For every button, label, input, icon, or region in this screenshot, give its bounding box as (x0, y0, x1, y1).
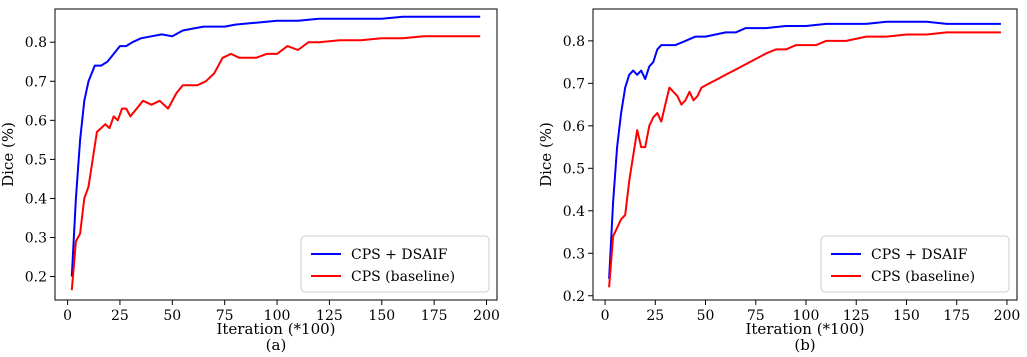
x-tick-label: 200 (994, 308, 1021, 324)
x-tick-label: 75 (747, 308, 765, 324)
y-tick-label: 0.2 (563, 289, 585, 305)
y-tick-label: 0.8 (25, 35, 47, 51)
chart-panel-a: 0 25 50 75 100 125 150 175 200 0.2 0.3 0.4 0.5 0.6 0.7… (0, 8, 500, 354)
legend-label: CPS (baseline) (871, 269, 975, 285)
x-tick-label: 175 (421, 308, 448, 324)
x-tick-label: 150 (368, 308, 395, 324)
x-tick-label: 0 (63, 308, 72, 324)
legend-label: CPS (baseline) (351, 269, 455, 285)
x-tick-label: 175 (943, 308, 970, 324)
panel-caption: (b) (794, 336, 815, 354)
y-axis-label: Dice (%) (537, 122, 555, 187)
y-tick-label: 0.6 (563, 119, 585, 135)
x-axis-label: Iteration (*100) (216, 320, 335, 338)
x-tick-label: 75 (216, 308, 234, 324)
series-line-cps-baseline (70, 35, 481, 291)
legend-box (300, 235, 490, 293)
y-tick-label: 0.7 (25, 74, 47, 90)
x-tick-label: 50 (163, 308, 181, 324)
x-tick-label: 0 (601, 308, 610, 324)
x-tick-label: 150 (893, 308, 920, 324)
plot-frame (592, 8, 1018, 301)
legend: CPS + DSAIF CPS (baseline) (300, 235, 490, 293)
y-tick-label: 0.2 (25, 270, 47, 286)
x-axis-label: Iteration (*100) (745, 320, 864, 338)
x-tick-label: 50 (697, 308, 715, 324)
panel-caption: (a) (266, 336, 287, 354)
y-tick-label: 0.4 (563, 204, 585, 220)
legend-label: CPS + DSAIF (871, 247, 968, 263)
chart-panel-b: 0 25 50 75 100 125 150 175 200 0.2 0.3 0.4 0.5 0.6 0.7… (537, 8, 1021, 354)
legend: CPS + DSAIF CPS (baseline) (820, 235, 1010, 293)
x-tick-label: 25 (646, 308, 664, 324)
y-tick-label: 0.5 (25, 152, 47, 168)
series-line-cps-dsaif (608, 20, 1001, 279)
x-tick-label: 25 (111, 308, 129, 324)
x-tick-label: 100 (793, 308, 820, 324)
x-tick-label: 125 (843, 308, 870, 324)
y-tick-label: 0.4 (25, 191, 47, 207)
series-line-cps-baseline (608, 31, 1001, 288)
x-tick-label: 125 (316, 308, 343, 324)
y-tick-label: 0.6 (25, 113, 47, 129)
y-axis-label: Dice (%) (0, 122, 17, 187)
y-tick-label: 0.3 (25, 231, 47, 247)
x-tick-label: 200 (473, 308, 500, 324)
y-tick-label: 0.3 (563, 246, 585, 262)
legend-box (820, 235, 1010, 293)
y-tick-label: 0.7 (563, 76, 585, 92)
legend-label: CPS + DSAIF (351, 247, 448, 263)
plot-frame (54, 8, 498, 301)
y-tick-label: 0.8 (563, 34, 585, 50)
series-line-cps-dsaif (70, 15, 481, 277)
y-tick-label: 0.5 (563, 161, 585, 177)
x-tick-label: 100 (264, 308, 291, 324)
